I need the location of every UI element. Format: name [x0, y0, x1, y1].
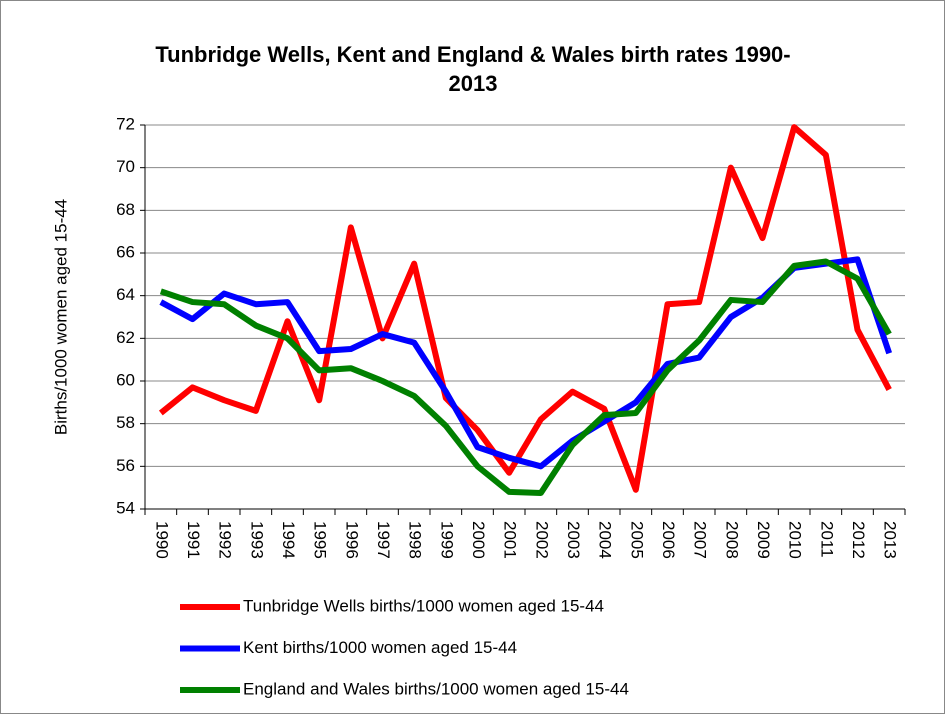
x-tick-label: 2002 [532, 521, 551, 559]
y-tick-label: 58 [116, 413, 135, 432]
x-tick-label: 2003 [564, 521, 583, 559]
x-tick-label: 2009 [754, 521, 773, 559]
y-tick-label: 70 [116, 157, 135, 176]
x-tick-label: 1997 [374, 521, 393, 559]
legend-label: Kent births/1000 women aged 15-44 [243, 638, 517, 657]
y-tick-label: 68 [116, 200, 135, 219]
x-tick-label: 1993 [247, 521, 266, 559]
x-tick-label: 2005 [627, 521, 646, 559]
x-tick-label: 1992 [216, 521, 235, 559]
y-tick-label: 60 [116, 370, 135, 389]
x-tick-label: 1998 [406, 521, 425, 559]
x-tick-label: 1995 [311, 521, 330, 559]
x-tick-label: 2001 [501, 521, 520, 559]
x-tick-label: 1999 [437, 521, 456, 559]
y-tick-label: 62 [116, 328, 135, 347]
legend-label: Tunbridge Wells births/1000 women aged 1… [243, 596, 604, 615]
x-tick-label: 2004 [596, 521, 615, 559]
legend-label: England and Wales births/1000 women aged… [243, 679, 629, 698]
series-line [158, 124, 892, 493]
x-tick-label: 2000 [469, 521, 488, 559]
y-axis-label: Births/1000 women aged 15-44 [51, 199, 70, 435]
y-tick-label: 56 [116, 456, 135, 475]
y-tick-label: 64 [116, 285, 135, 304]
x-tick-label: 1991 [184, 521, 203, 559]
x-tick-label: 2007 [691, 521, 710, 559]
x-tick-label: 2012 [849, 521, 868, 559]
series-line [159, 258, 892, 496]
x-tick-label: 2011 [817, 521, 836, 558]
y-tick-label: 66 [116, 242, 135, 261]
x-tick-label: 2013 [881, 521, 900, 559]
x-tick-label: 1996 [342, 521, 361, 559]
y-tick-label: 72 [116, 114, 135, 133]
x-tick-label: 1994 [279, 521, 298, 559]
y-tick-label: 54 [116, 498, 135, 517]
x-tick-label: 2008 [722, 521, 741, 559]
x-tick-label: 1990 [152, 521, 171, 559]
x-tick-label: 2006 [659, 521, 678, 559]
chart-title: Tunbridge Wells, Kent and England & Wale… [155, 42, 791, 96]
x-tick-label: 2010 [786, 521, 805, 559]
